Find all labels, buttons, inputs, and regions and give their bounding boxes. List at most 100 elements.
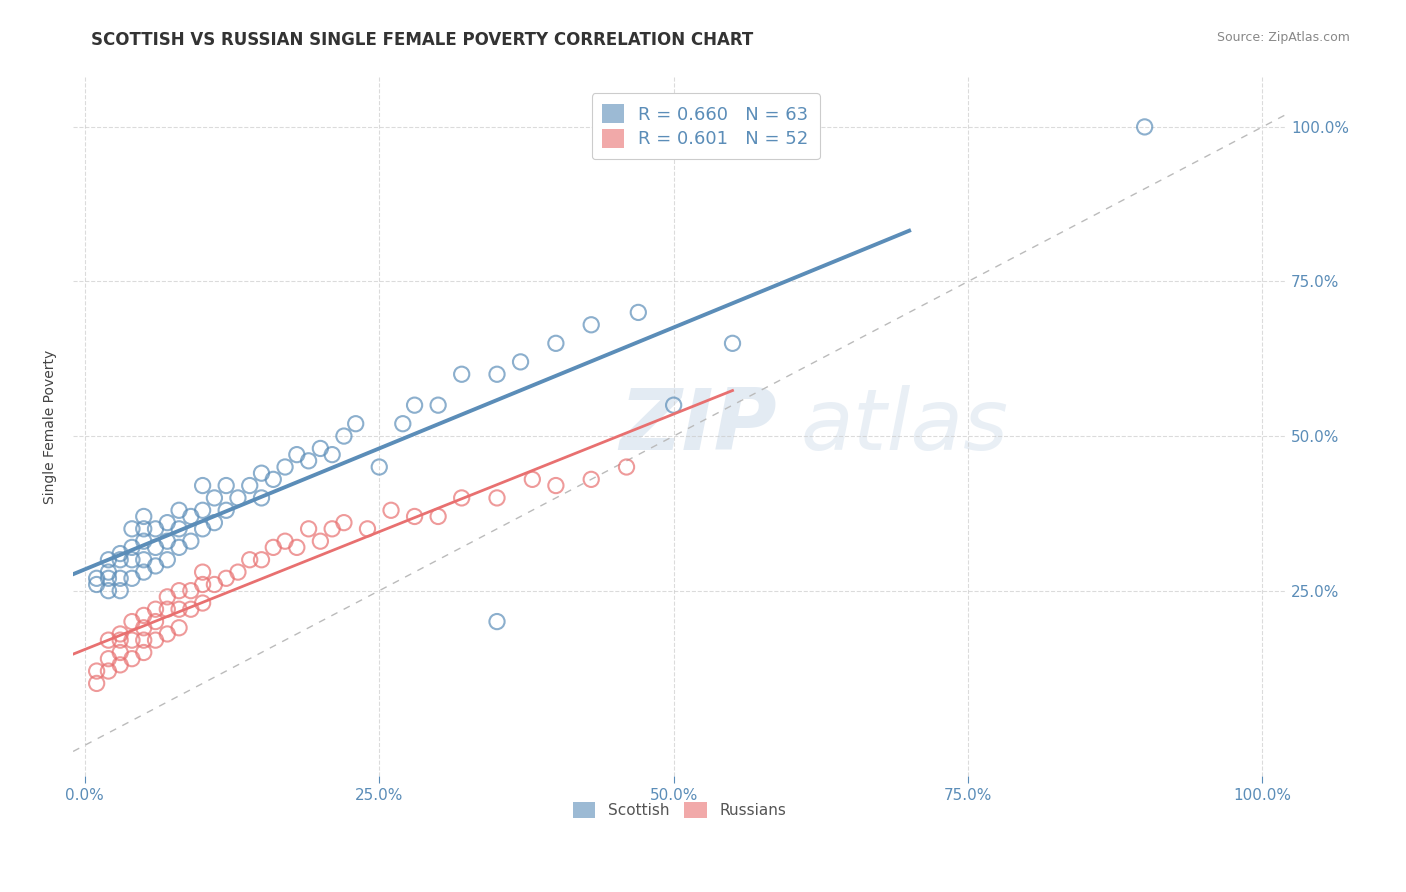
Point <box>108 547 131 561</box>
Point <box>274 460 297 475</box>
Point <box>121 571 143 585</box>
Point <box>662 398 685 412</box>
Point <box>132 509 155 524</box>
Point <box>108 646 131 660</box>
Point <box>427 398 450 412</box>
Point <box>191 478 214 492</box>
Text: SCOTTISH VS RUSSIAN SINGLE FEMALE POVERTY CORRELATION CHART: SCOTTISH VS RUSSIAN SINGLE FEMALE POVERT… <box>91 31 754 49</box>
Point <box>97 583 120 598</box>
Point <box>180 509 202 524</box>
Point <box>108 627 131 641</box>
Point <box>356 522 378 536</box>
Point <box>167 522 190 536</box>
Point <box>721 336 744 351</box>
Point <box>156 590 179 604</box>
Point <box>180 534 202 549</box>
Point <box>485 368 508 382</box>
Point <box>180 602 202 616</box>
Point <box>404 509 426 524</box>
Point <box>391 417 413 431</box>
Point <box>215 571 238 585</box>
Point <box>579 318 602 332</box>
Point <box>522 472 544 486</box>
Point <box>108 657 131 672</box>
Point <box>97 553 120 567</box>
Point <box>262 541 284 555</box>
Point <box>132 534 155 549</box>
Point <box>86 664 108 678</box>
Point <box>156 553 179 567</box>
Point <box>145 602 167 616</box>
Point <box>321 522 343 536</box>
Point <box>108 583 131 598</box>
Point <box>297 522 319 536</box>
Point <box>239 478 262 492</box>
Point <box>274 534 297 549</box>
Point <box>250 553 273 567</box>
Y-axis label: Single Female Poverty: Single Female Poverty <box>44 350 58 504</box>
Legend: Scottish, Russians: Scottish, Russians <box>567 797 793 824</box>
Point <box>380 503 402 517</box>
Point <box>404 398 426 412</box>
Text: ZIP: ZIP <box>619 385 776 468</box>
Point <box>156 516 179 530</box>
Point <box>97 565 120 579</box>
Point <box>202 491 225 505</box>
Text: atlas: atlas <box>801 385 1010 468</box>
Point <box>321 448 343 462</box>
Point <box>156 534 179 549</box>
Point <box>145 615 167 629</box>
Point <box>167 541 190 555</box>
Point <box>285 448 308 462</box>
Point <box>180 583 202 598</box>
Point <box>215 478 238 492</box>
Point <box>167 621 190 635</box>
Point <box>132 522 155 536</box>
Point <box>544 478 567 492</box>
Point <box>121 651 143 665</box>
Point <box>121 615 143 629</box>
Point <box>132 565 155 579</box>
Point <box>86 676 108 690</box>
Point <box>427 509 450 524</box>
Point <box>191 577 214 591</box>
Point <box>262 472 284 486</box>
Point <box>121 553 143 567</box>
Point <box>191 522 214 536</box>
Point <box>121 541 143 555</box>
Point <box>215 503 238 517</box>
Point <box>226 565 249 579</box>
Point <box>485 615 508 629</box>
Point <box>97 571 120 585</box>
Point <box>509 355 531 369</box>
Point <box>156 627 179 641</box>
Point <box>167 583 190 598</box>
Point <box>191 596 214 610</box>
Point <box>132 621 155 635</box>
Point <box>250 466 273 480</box>
Point <box>121 522 143 536</box>
Point <box>132 646 155 660</box>
Point <box>108 553 131 567</box>
Point <box>309 442 332 456</box>
Point <box>86 577 108 591</box>
Point <box>616 460 638 475</box>
Point <box>450 368 472 382</box>
Point <box>145 633 167 648</box>
Point <box>202 577 225 591</box>
Point <box>121 633 143 648</box>
Point <box>627 305 650 319</box>
Point <box>97 664 120 678</box>
Point <box>239 553 262 567</box>
Point <box>145 541 167 555</box>
Point <box>285 541 308 555</box>
Point <box>167 602 190 616</box>
Point <box>297 454 319 468</box>
Text: Source: ZipAtlas.com: Source: ZipAtlas.com <box>1216 31 1350 45</box>
Point <box>333 516 356 530</box>
Point <box>344 417 367 431</box>
Point <box>250 491 273 505</box>
Point <box>132 553 155 567</box>
Point <box>485 491 508 505</box>
Point <box>333 429 356 443</box>
